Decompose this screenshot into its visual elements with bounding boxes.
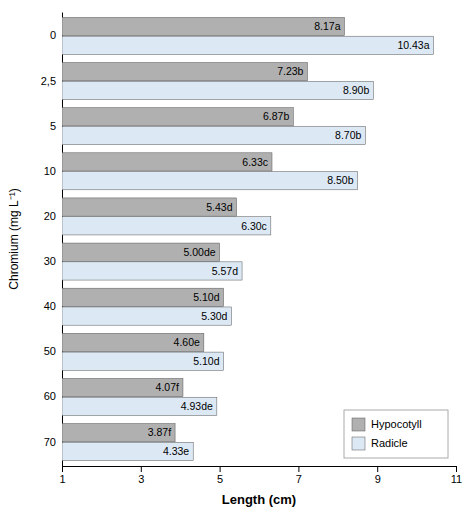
y-tick-label: 0 [50, 29, 56, 41]
y-tick: 60 [44, 390, 62, 402]
data-label: 8.90b [343, 84, 369, 96]
y-tick: 40 [44, 300, 62, 312]
data-label: 8.70b [335, 129, 361, 141]
bar [62, 17, 344, 35]
bar [62, 307, 231, 325]
data-label: 5.57d [212, 265, 238, 277]
x-axis-title: Length (cm) [222, 492, 296, 507]
bar [62, 243, 220, 261]
y-tick-label: 70 [44, 436, 56, 448]
bar [62, 172, 358, 190]
y-tick: 0 [50, 29, 62, 41]
x-tick-label: 11 [451, 473, 462, 485]
x-tick-mark [377, 466, 378, 472]
bar [62, 262, 242, 280]
bar [62, 63, 307, 81]
data-label: 10.43a [397, 39, 429, 51]
data-label: 8.50b [327, 174, 353, 186]
legend-item: Hypocotyll [352, 418, 422, 431]
data-label: 5.43d [206, 201, 232, 213]
legend-swatch [352, 437, 365, 450]
y-tick: 50 [44, 345, 62, 357]
y-tick-label: 5 [50, 120, 56, 132]
y-tick-label: 60 [44, 390, 56, 402]
data-label: 4.07f [156, 381, 179, 393]
bar [62, 442, 193, 460]
data-label: 5.30d [201, 310, 227, 322]
legend: Hypocotyll Radicle [344, 410, 448, 458]
bar [62, 352, 224, 370]
data-label: 4.33e [163, 445, 189, 457]
x-tick-label: 9 [375, 473, 381, 485]
data-label: 4.60e [174, 336, 200, 348]
y-tick: 30 [44, 255, 62, 267]
legend-item: Radicle [352, 437, 408, 450]
x-tick: 1 [59, 466, 65, 485]
x-tick: 9 [375, 466, 381, 485]
data-label: 5.10d [193, 355, 219, 367]
legend-label: Hypocotyll [371, 418, 422, 430]
x-axis: 1 3 5 7 9 11 [59, 466, 462, 485]
y-tick: 5 [50, 120, 62, 132]
x-tick-mark [220, 466, 221, 472]
y-axis-title: Chromium (mg L⁻¹) [7, 188, 21, 289]
y-tick: 20 [44, 210, 62, 222]
bar [62, 424, 175, 442]
data-label: 6.33c [242, 156, 268, 168]
data-labels: 8.17a 7.23b 6.87b 6.33c 5.43d 5.00de 5.10d 4.60… [148, 20, 430, 457]
bar [62, 397, 217, 415]
y-tick: 70 [44, 436, 62, 448]
x-tick-mark [62, 466, 63, 472]
bar [62, 333, 204, 351]
x-axis-line [63, 467, 457, 473]
y-axis: 0 2,5 5 10 20 30 40 50 60 70 [41, 13, 63, 467]
data-label: 4.93de [181, 400, 213, 412]
data-label: 6.30c [241, 220, 267, 232]
bar [62, 36, 434, 54]
legend-frame [344, 410, 448, 458]
x-tick-label: 3 [138, 473, 144, 485]
data-label: 5.00de [183, 246, 215, 258]
legend-label: Radicle [371, 437, 408, 449]
bar [62, 378, 183, 396]
data-label: 7.23b [277, 65, 303, 77]
bar [62, 108, 293, 126]
chart: 1 3 5 7 9 11 0 2,5 5 10 20 30 40 50 60 70 8.17a 7.23b 6.87… [0, 0, 474, 516]
x-tick-mark [298, 466, 299, 472]
legend-swatch [352, 418, 365, 431]
x-tick-label: 5 [217, 473, 223, 485]
x-tick: 3 [138, 466, 144, 485]
x-tick-mark [456, 466, 457, 472]
y-tick-label: 2,5 [41, 75, 56, 87]
x-tick: 7 [296, 466, 302, 485]
x-tick-label: 1 [59, 473, 65, 485]
bar [62, 198, 237, 216]
x-tick-label: 7 [296, 473, 302, 485]
y-tick-label: 10 [44, 165, 56, 177]
y-tick-label: 20 [44, 210, 56, 222]
bar [62, 217, 271, 235]
data-label: 5.10d [193, 291, 219, 303]
x-tick-mark [141, 466, 142, 472]
bar [62, 153, 272, 171]
x-tick: 11 [451, 466, 462, 485]
y-tick-label: 40 [44, 300, 56, 312]
y-tick: 10 [44, 165, 62, 177]
bar [62, 81, 373, 99]
y-tick-label: 50 [44, 345, 56, 357]
y-tick: 2,5 [41, 75, 62, 87]
x-tick: 5 [217, 466, 223, 485]
plot: 1 3 5 7 9 11 0 2,5 5 10 20 30 40 50 60 70 8.17a 7.23b 6.87… [7, 13, 462, 508]
data-label: 8.17a [314, 20, 340, 32]
bars [62, 17, 434, 460]
bar [62, 288, 224, 306]
data-label: 3.87f [148, 426, 171, 438]
y-tick-label: 30 [44, 255, 56, 267]
data-label: 6.87b [263, 110, 289, 122]
bar [62, 126, 365, 144]
